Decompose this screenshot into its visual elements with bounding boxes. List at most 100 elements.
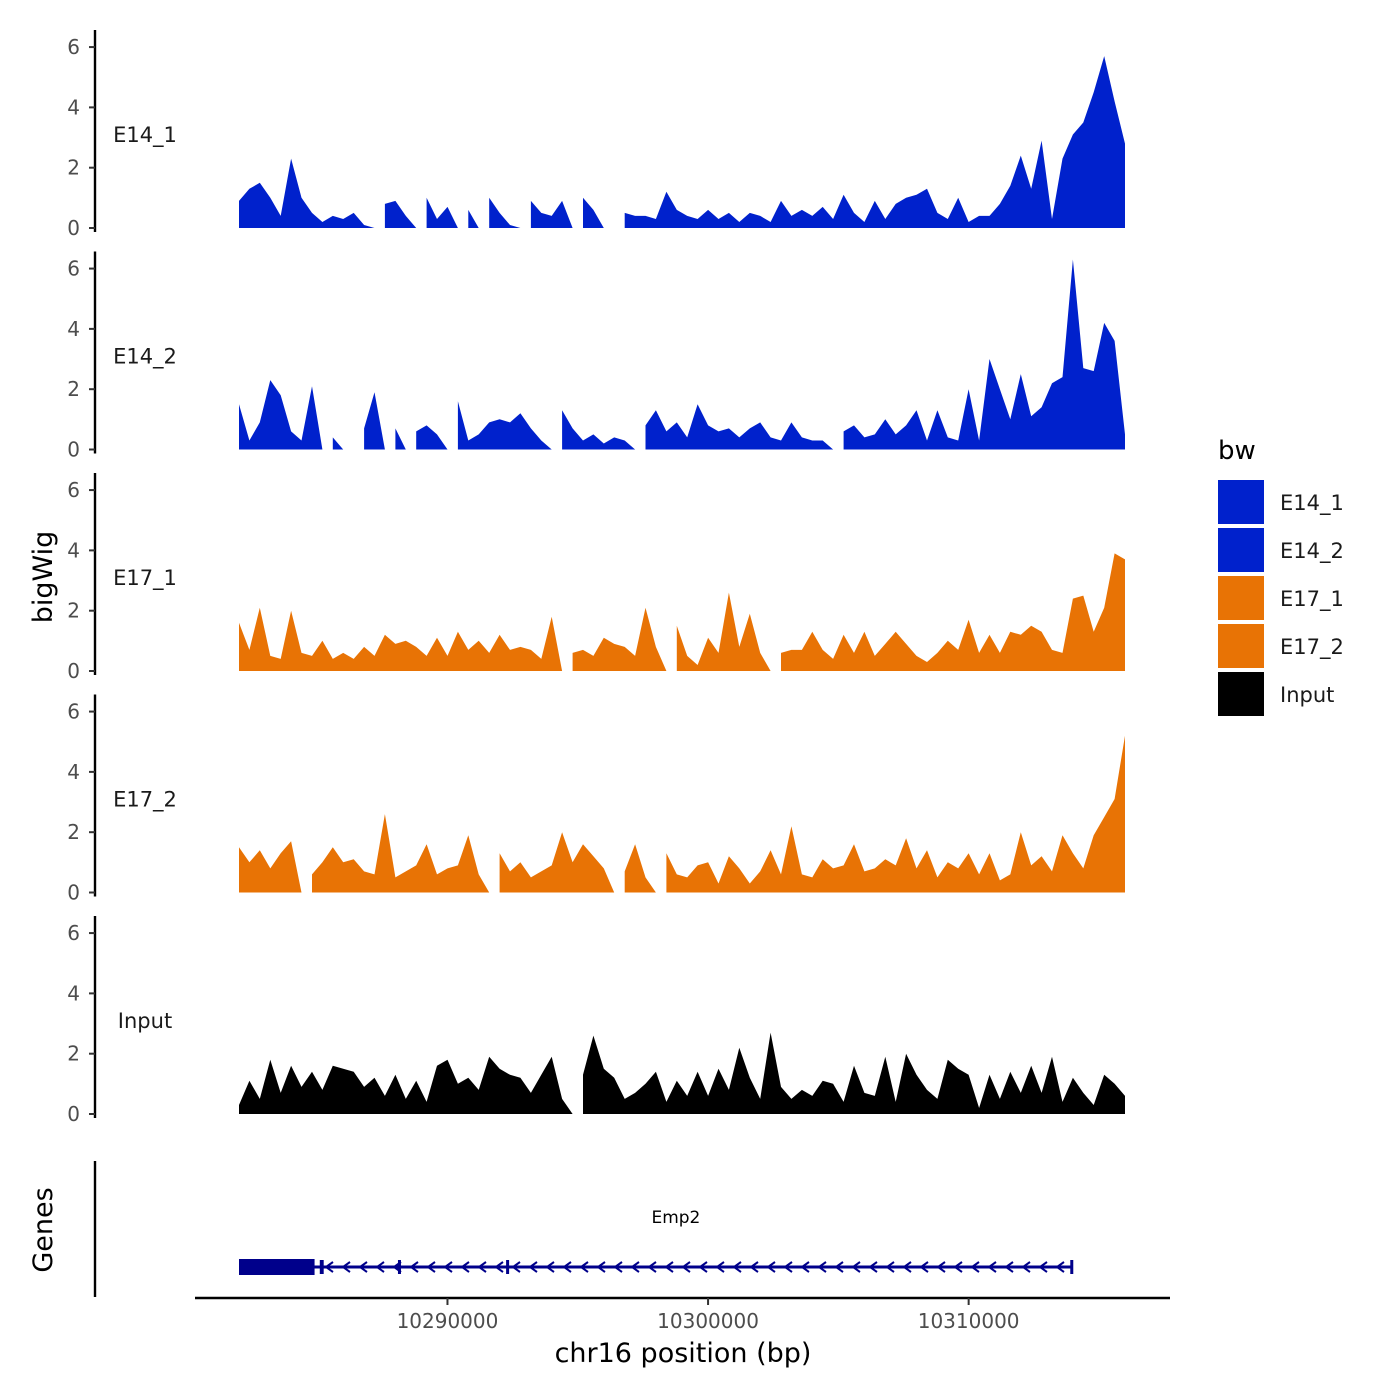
exon: [319, 1260, 324, 1274]
legend-item-Input: Input: [1218, 672, 1334, 716]
legend-title: bw: [1218, 436, 1256, 466]
y-tick-label: 2: [67, 1042, 80, 1066]
x-axis: 10290000 10300000 10310000: [195, 1296, 1170, 1333]
strand-arrow: [562, 1261, 572, 1273]
strand-arrow: [1055, 1261, 1065, 1273]
legend-swatch: [1218, 480, 1264, 524]
strand-arrow: [987, 1261, 997, 1273]
x-axis-title: chr16 position (bp): [555, 1338, 812, 1369]
legend-label: E14_1: [1280, 491, 1344, 516]
strand-arrow: [715, 1261, 725, 1273]
strand-arrow: [647, 1261, 657, 1273]
y-tick-label: 6: [67, 35, 80, 59]
strand-arrow: [732, 1261, 742, 1273]
strand-arrow: [800, 1261, 810, 1273]
legend-label: E14_2: [1280, 539, 1344, 564]
strand-arrow: [868, 1261, 878, 1273]
strand-arrow: [596, 1261, 606, 1273]
strand-arrow: [1038, 1261, 1048, 1273]
strand-arrow: [936, 1261, 946, 1273]
strand-arrow: [324, 1261, 334, 1273]
strand-arrow: [953, 1261, 963, 1273]
area-Input: [239, 1032, 1125, 1114]
gene-track: Emp2: [93, 1161, 1074, 1297]
strand-arrow: [664, 1261, 674, 1273]
legend: bw E14_1 E14_2 E17_1 E17_2 Input: [1218, 436, 1344, 716]
strand-arrow: [766, 1261, 776, 1273]
strand-arrow: [817, 1261, 827, 1273]
gene-Emp2: Emp2: [239, 1208, 1074, 1275]
strand-arrow: [477, 1261, 487, 1273]
strand-arrow: [681, 1261, 691, 1273]
y-tick-label: 2: [67, 377, 80, 401]
strand-arrow: [443, 1261, 453, 1273]
y-tick-label: 0: [67, 659, 80, 683]
strand-arrow: [783, 1261, 793, 1273]
area-E17_1: [239, 553, 1125, 671]
strand-arrow: [834, 1261, 844, 1273]
area-E17_2: [239, 735, 1125, 893]
legend-swatch: [1218, 528, 1264, 572]
strand-arrow: [613, 1261, 623, 1273]
strand-arrow: [494, 1261, 504, 1273]
track-label: E14_1: [113, 123, 177, 148]
area-E14_2: [239, 259, 1125, 450]
strand-arrow: [409, 1261, 419, 1273]
strand-arrow: [851, 1261, 861, 1273]
x-tick-label: 10310000: [918, 1309, 1020, 1333]
legend-swatch: [1218, 672, 1264, 716]
y-tick-label: 4: [67, 981, 80, 1005]
legend-swatch: [1218, 624, 1264, 668]
strand-arrow: [579, 1261, 589, 1273]
track-label: Input: [118, 1009, 172, 1033]
strand-arrow: [919, 1261, 929, 1273]
legend-label: E17_2: [1280, 635, 1344, 660]
legend-swatch: [1218, 576, 1264, 620]
exon: [397, 1260, 401, 1274]
exon: [239, 1259, 315, 1275]
strand-arrow: [970, 1261, 980, 1273]
strand-arrow: [528, 1261, 538, 1273]
legend-item-E14_2: E14_2: [1218, 528, 1344, 572]
strand-arrow: [1004, 1261, 1014, 1273]
legend-label: E17_1: [1280, 587, 1344, 612]
y-tick-label: 0: [67, 438, 80, 462]
coverage-tracks: 0 2 4 6 E14_1 0 2 4 6 E14_2 0 2 4 6 E17_1 0 2 4 6 E17_2 0 2 4 6…: [67, 30, 1125, 1126]
y-tick-label: 6: [67, 700, 80, 724]
y-tick-label: 2: [67, 820, 80, 844]
y-tick-label: 4: [67, 317, 80, 341]
exon: [1070, 1260, 1074, 1274]
y-tick-label: 6: [67, 921, 80, 945]
legend-item-E17_2: E17_2: [1218, 624, 1344, 668]
gene-track-title: Genes: [28, 1187, 59, 1272]
legend-item-E17_1: E17_1: [1218, 576, 1344, 620]
track-E17_2: 0 2 4 6 E17_2: [67, 694, 1125, 905]
strand-arrow: [749, 1261, 759, 1273]
track-label: E17_1: [113, 566, 177, 591]
legend-label: Input: [1280, 683, 1334, 707]
strand-arrow: [545, 1261, 555, 1273]
strand-arrow: [1021, 1261, 1031, 1273]
area-E14_1: [239, 56, 1125, 228]
gene-label: Emp2: [651, 1208, 700, 1228]
strand-arrow: [698, 1261, 708, 1273]
strand-arrow: [885, 1261, 895, 1273]
strand-arrow: [426, 1261, 436, 1273]
y-tick-label: 2: [67, 599, 80, 623]
strand-arrow: [460, 1261, 470, 1273]
strand-arrow: [375, 1261, 385, 1273]
y-tick-label: 0: [67, 881, 80, 905]
y-tick-label: 0: [67, 216, 80, 240]
y-axis-title: bigWig: [28, 531, 59, 624]
x-tick-label: 10290000: [397, 1309, 499, 1333]
y-tick-label: 0: [67, 1102, 80, 1126]
y-tick-label: 4: [67, 538, 80, 562]
track-E14_1: 0 2 4 6 E14_1: [67, 30, 1125, 240]
y-tick-label: 2: [67, 156, 80, 180]
track-label: E17_2: [113, 788, 177, 813]
track-Input: 0 2 4 6 Input: [67, 916, 1125, 1126]
strand-arrow: [902, 1261, 912, 1273]
track-label: E14_2: [113, 345, 177, 370]
exon: [506, 1260, 510, 1274]
